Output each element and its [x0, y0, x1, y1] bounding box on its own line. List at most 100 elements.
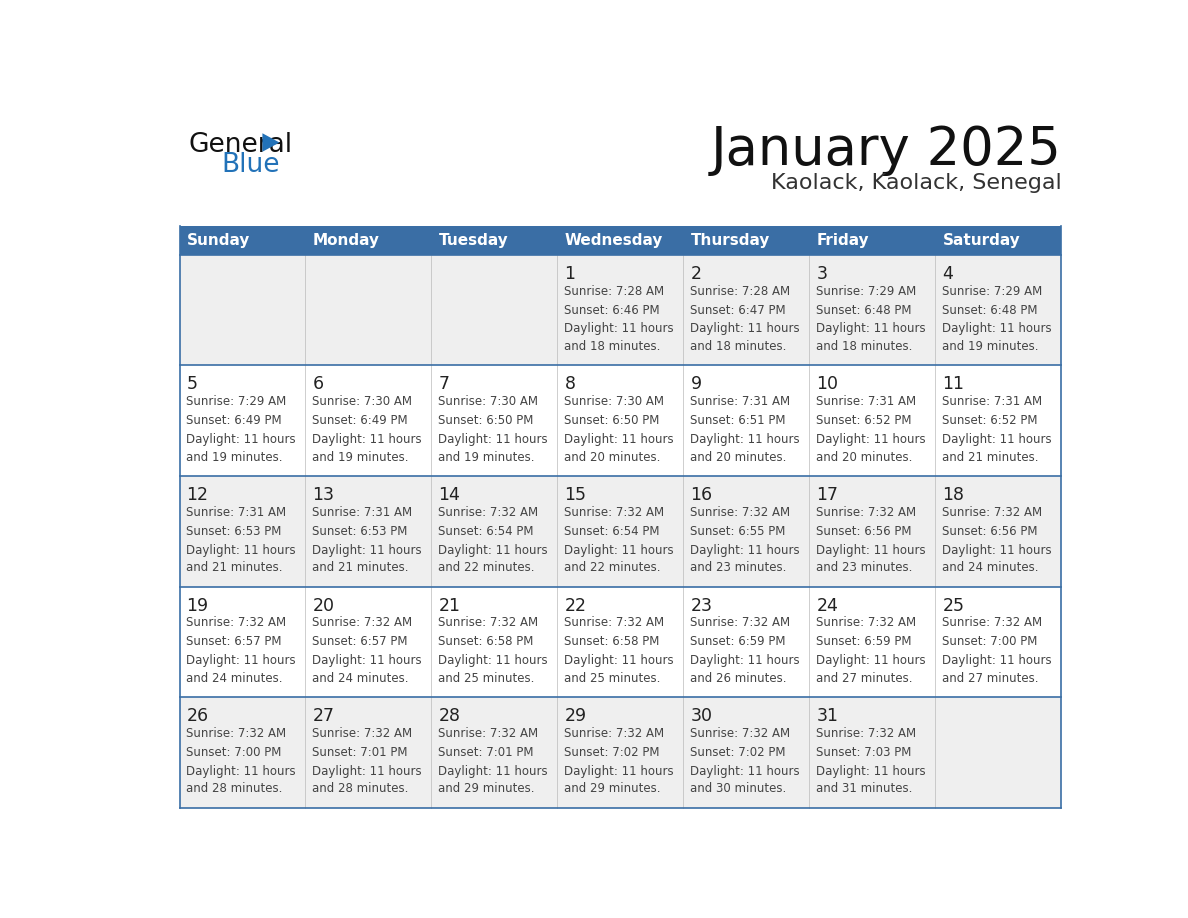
Text: Daylight: 11 hours: Daylight: 11 hours: [564, 765, 674, 778]
Text: Monday: Monday: [314, 233, 380, 248]
Text: 23: 23: [690, 597, 713, 614]
Text: 1: 1: [564, 265, 575, 283]
Text: Sunrise: 7:32 AM: Sunrise: 7:32 AM: [438, 506, 538, 519]
Text: General: General: [189, 131, 293, 158]
Text: and 20 minutes.: and 20 minutes.: [690, 451, 786, 464]
Text: Daylight: 11 hours: Daylight: 11 hours: [816, 655, 925, 667]
Text: Sunset: 6:52 PM: Sunset: 6:52 PM: [816, 414, 912, 427]
Text: and 18 minutes.: and 18 minutes.: [690, 340, 786, 353]
Bar: [179, 365, 1061, 476]
Bar: [179, 255, 1061, 365]
Text: Sunrise: 7:32 AM: Sunrise: 7:32 AM: [438, 617, 538, 630]
Text: Sunrise: 7:28 AM: Sunrise: 7:28 AM: [564, 285, 664, 297]
Text: Sunset: 6:55 PM: Sunset: 6:55 PM: [690, 525, 785, 538]
Text: Sunrise: 7:32 AM: Sunrise: 7:32 AM: [564, 506, 664, 519]
Text: Sunrise: 7:32 AM: Sunrise: 7:32 AM: [690, 506, 790, 519]
Text: Sunrise: 7:29 AM: Sunrise: 7:29 AM: [816, 285, 917, 297]
Text: Daylight: 11 hours: Daylight: 11 hours: [187, 543, 296, 556]
Text: and 24 minutes.: and 24 minutes.: [187, 672, 283, 685]
Text: 7: 7: [438, 375, 449, 394]
Text: Daylight: 11 hours: Daylight: 11 hours: [438, 543, 548, 556]
Text: 8: 8: [564, 375, 575, 394]
Text: Sunrise: 7:32 AM: Sunrise: 7:32 AM: [816, 617, 916, 630]
Text: Sunset: 6:53 PM: Sunset: 6:53 PM: [312, 525, 407, 538]
Text: and 21 minutes.: and 21 minutes.: [942, 451, 1038, 464]
Text: Friday: Friday: [817, 233, 870, 248]
Text: 14: 14: [438, 486, 460, 504]
Text: Sunrise: 7:31 AM: Sunrise: 7:31 AM: [312, 506, 412, 519]
Text: Sunset: 7:00 PM: Sunset: 7:00 PM: [187, 745, 282, 759]
Text: Daylight: 11 hours: Daylight: 11 hours: [312, 765, 422, 778]
Bar: [935, 226, 1061, 255]
Bar: [683, 226, 809, 255]
Text: Sunset: 6:49 PM: Sunset: 6:49 PM: [187, 414, 282, 427]
Text: 11: 11: [942, 375, 965, 394]
Bar: [809, 226, 935, 255]
Text: Sunrise: 7:31 AM: Sunrise: 7:31 AM: [187, 506, 286, 519]
Text: Sunrise: 7:32 AM: Sunrise: 7:32 AM: [438, 727, 538, 740]
Text: 21: 21: [438, 597, 461, 614]
Text: Daylight: 11 hours: Daylight: 11 hours: [564, 655, 674, 667]
Text: Sunset: 6:50 PM: Sunset: 6:50 PM: [438, 414, 533, 427]
Text: Thursday: Thursday: [691, 233, 770, 248]
Text: and 28 minutes.: and 28 minutes.: [187, 782, 283, 795]
Text: Daylight: 11 hours: Daylight: 11 hours: [690, 543, 800, 556]
Text: 16: 16: [690, 486, 713, 504]
Text: Daylight: 11 hours: Daylight: 11 hours: [690, 655, 800, 667]
Text: Sunset: 6:50 PM: Sunset: 6:50 PM: [564, 414, 659, 427]
Text: Sunset: 6:57 PM: Sunset: 6:57 PM: [312, 635, 407, 648]
Text: and 24 minutes.: and 24 minutes.: [312, 672, 409, 685]
Text: Sunrise: 7:29 AM: Sunrise: 7:29 AM: [187, 396, 286, 409]
Text: and 29 minutes.: and 29 minutes.: [438, 782, 535, 795]
Text: and 20 minutes.: and 20 minutes.: [816, 451, 912, 464]
Text: Sunset: 6:54 PM: Sunset: 6:54 PM: [564, 525, 659, 538]
Text: Sunrise: 7:30 AM: Sunrise: 7:30 AM: [564, 396, 664, 409]
Text: Sunset: 6:46 PM: Sunset: 6:46 PM: [564, 304, 661, 317]
Text: Sunset: 7:03 PM: Sunset: 7:03 PM: [816, 745, 911, 759]
Text: Blue: Blue: [221, 151, 280, 178]
Text: Sunset: 6:56 PM: Sunset: 6:56 PM: [942, 525, 1038, 538]
Text: 24: 24: [816, 597, 839, 614]
Text: 4: 4: [942, 265, 953, 283]
Text: and 22 minutes.: and 22 minutes.: [564, 561, 661, 574]
Polygon shape: [263, 133, 279, 151]
Text: Sunrise: 7:32 AM: Sunrise: 7:32 AM: [942, 506, 1043, 519]
Text: Sunset: 6:56 PM: Sunset: 6:56 PM: [816, 525, 912, 538]
Text: Sunrise: 7:31 AM: Sunrise: 7:31 AM: [816, 396, 916, 409]
Text: 5: 5: [187, 375, 197, 394]
Text: Daylight: 11 hours: Daylight: 11 hours: [312, 543, 422, 556]
Text: Sunset: 7:01 PM: Sunset: 7:01 PM: [438, 745, 533, 759]
Text: and 22 minutes.: and 22 minutes.: [438, 561, 535, 574]
Bar: [179, 226, 305, 255]
Text: Daylight: 11 hours: Daylight: 11 hours: [564, 433, 674, 446]
Text: Sunset: 6:48 PM: Sunset: 6:48 PM: [816, 304, 912, 317]
Text: 3: 3: [816, 265, 827, 283]
Text: Sunset: 6:59 PM: Sunset: 6:59 PM: [816, 635, 912, 648]
Text: and 19 minutes.: and 19 minutes.: [438, 451, 535, 464]
Text: Daylight: 11 hours: Daylight: 11 hours: [438, 765, 548, 778]
Text: Sunset: 6:48 PM: Sunset: 6:48 PM: [942, 304, 1038, 317]
Bar: [179, 476, 1061, 587]
Text: Daylight: 11 hours: Daylight: 11 hours: [942, 322, 1053, 335]
Text: Daylight: 11 hours: Daylight: 11 hours: [816, 765, 925, 778]
Bar: [431, 226, 557, 255]
Text: 28: 28: [438, 707, 461, 725]
Text: Sunset: 6:52 PM: Sunset: 6:52 PM: [942, 414, 1038, 427]
Text: and 24 minutes.: and 24 minutes.: [942, 561, 1038, 574]
Text: 29: 29: [564, 707, 587, 725]
Text: and 28 minutes.: and 28 minutes.: [312, 782, 409, 795]
Text: Sunrise: 7:32 AM: Sunrise: 7:32 AM: [564, 727, 664, 740]
Text: and 29 minutes.: and 29 minutes.: [564, 782, 661, 795]
Text: Wednesday: Wednesday: [565, 233, 663, 248]
Text: Sunset: 6:59 PM: Sunset: 6:59 PM: [690, 635, 786, 648]
Text: 12: 12: [187, 486, 208, 504]
Text: Sunset: 6:49 PM: Sunset: 6:49 PM: [312, 414, 407, 427]
Text: Daylight: 11 hours: Daylight: 11 hours: [816, 322, 925, 335]
Text: Daylight: 11 hours: Daylight: 11 hours: [690, 765, 800, 778]
Text: and 18 minutes.: and 18 minutes.: [816, 340, 912, 353]
Text: Daylight: 11 hours: Daylight: 11 hours: [942, 655, 1053, 667]
Text: Sunrise: 7:31 AM: Sunrise: 7:31 AM: [690, 396, 790, 409]
Text: Sunrise: 7:32 AM: Sunrise: 7:32 AM: [312, 727, 412, 740]
Text: 2: 2: [690, 265, 701, 283]
Text: and 21 minutes.: and 21 minutes.: [187, 561, 283, 574]
